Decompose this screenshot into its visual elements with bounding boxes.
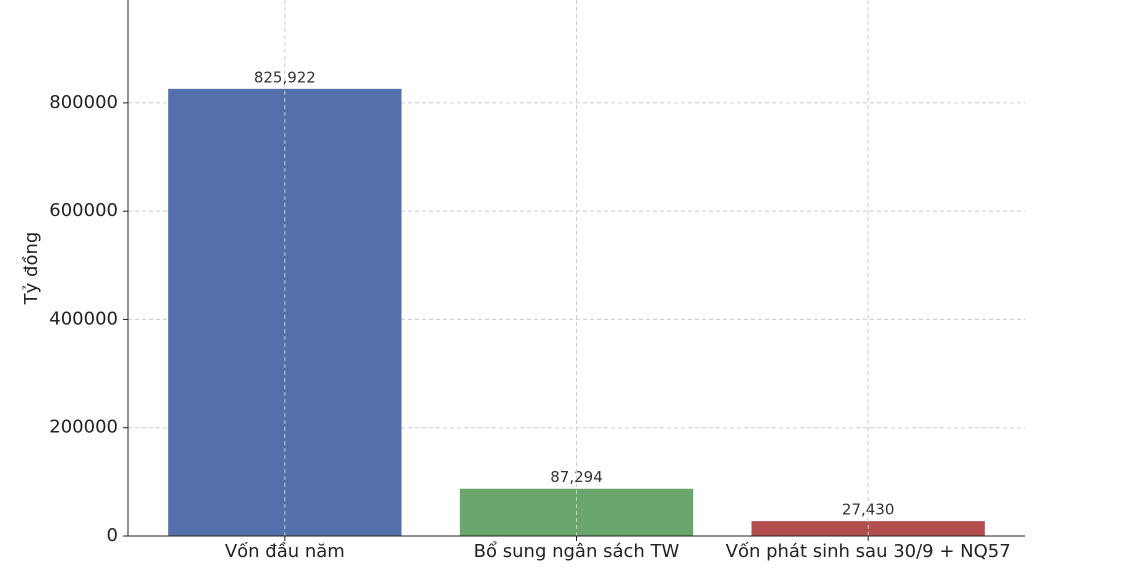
- x-tick-label: Vốn đầu năm: [225, 541, 345, 562]
- y-tick-label: 400000: [49, 308, 118, 329]
- y-tick-label: 600000: [49, 200, 118, 221]
- y-tick-label: 200000: [49, 417, 118, 438]
- x-tick-label: Bổ sung ngân sách TW: [474, 541, 680, 562]
- x-tick-label: Vốn phát sinh sau 30/9 + NQ57: [726, 541, 1011, 562]
- y-tick-label: 800000: [49, 92, 118, 113]
- y-tick-label: 0: [107, 525, 118, 546]
- value-label: 27,430: [842, 501, 895, 519]
- y-axis-label: Tỷ đồng: [21, 232, 42, 306]
